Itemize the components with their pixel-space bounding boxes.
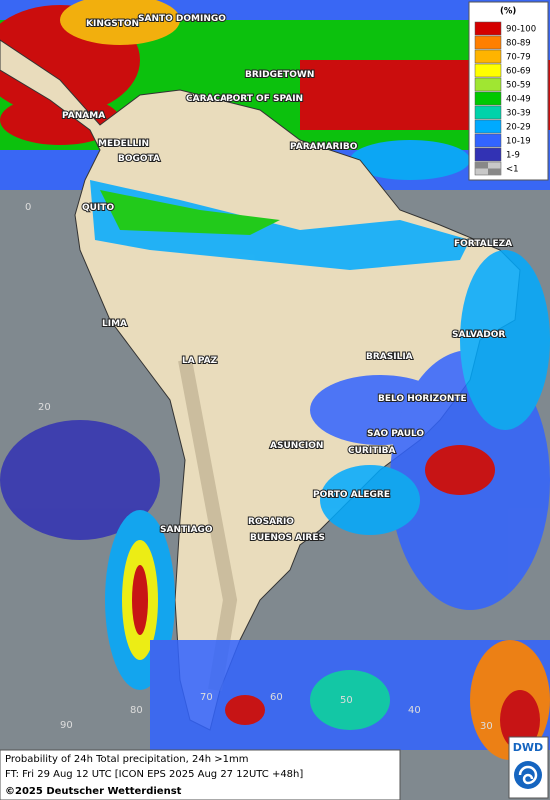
city-label: SANTO DOMINGO: [138, 14, 226, 24]
footer-line: FT: Fri 29 Aug 12 UTC [ICON EPS 2025 Aug…: [5, 769, 303, 780]
legend-label: 90-100: [506, 25, 536, 35]
city-label: BRASILIA: [366, 352, 413, 362]
city-label: SAO PAULO: [367, 429, 424, 439]
grid-label: 50: [340, 695, 353, 706]
city-label: BELO HORIZONTE: [378, 394, 467, 404]
city-label: ROSARIO: [248, 517, 294, 527]
legend: (%) 90-100 80-89 70-79 60-69 50-59 40-49 30-39…: [468, 1, 549, 181]
precip-south: [0, 180, 550, 760]
city-label: BUENOS AIRES: [250, 533, 325, 543]
legend-swatch: [474, 91, 502, 106]
grid-label: 70: [200, 692, 213, 703]
legend-label: 30-39: [506, 109, 531, 119]
andes: [178, 358, 238, 692]
legend-swatch: [474, 133, 502, 148]
legend-label: 20-29: [506, 123, 531, 133]
city-label: LIMA: [102, 319, 127, 329]
city-label: PORTO ALEGRE: [313, 490, 390, 500]
legend-label: 80-89: [506, 39, 531, 49]
city-label: ASUNCION: [270, 441, 323, 451]
legend-label: <1: [506, 165, 519, 175]
city-label: BOGOTA: [118, 154, 160, 164]
legend-swatch-check: [488, 168, 501, 175]
legend-label: 50-59: [506, 81, 531, 91]
legend-swatch: [474, 35, 502, 50]
grid-label: 20: [38, 402, 51, 413]
city-label: CARACAS: [186, 94, 234, 104]
grid-label: 30: [480, 721, 493, 732]
city-label: SALVADOR: [452, 330, 505, 340]
legend-swatch: [474, 119, 502, 134]
legend-swatch: [474, 105, 502, 120]
legend-swatch: [474, 21, 502, 36]
city-label: KINGSTON: [86, 19, 139, 29]
logo-text: DWD: [513, 741, 543, 754]
legend-swatch-check: [475, 162, 488, 169]
legend-label: 10-19: [506, 137, 531, 147]
city-label: PORT OF SPAIN: [226, 94, 303, 104]
copyright: ©2025 Deutscher Wetterdienst: [5, 786, 182, 797]
legend-swatch: [474, 77, 502, 92]
city-label: QUITO: [82, 203, 114, 213]
legend-swatch: [474, 147, 502, 162]
legend-swatch: [474, 63, 502, 78]
footer-line: Probability of 24h Total precipitation, …: [5, 754, 248, 765]
legend-label: 60-69: [506, 67, 531, 77]
grid-label: 0: [25, 202, 31, 213]
city-label: LA PAZ: [182, 356, 218, 366]
city-label: PANAMA: [62, 111, 105, 121]
logo-swirl: [518, 765, 538, 785]
legend-label: 70-79: [506, 53, 531, 63]
city-label: CURITIBA: [348, 446, 396, 456]
city-label: PARAMARIBO: [290, 142, 358, 152]
footer-box: [0, 749, 401, 800]
city-label: BRIDGETOWN: [245, 70, 314, 80]
grid-label: 60: [270, 692, 283, 703]
grid-label: 90: [60, 720, 73, 731]
city-label: MEDELLIN: [98, 139, 149, 149]
grid-label: 40: [408, 705, 421, 716]
legend-label: 1-9: [506, 151, 520, 161]
legend-swatch: [474, 49, 502, 64]
city-label: SANTIAGO: [160, 525, 213, 535]
grid-label: 80: [130, 705, 143, 716]
legend-title: (%): [500, 7, 516, 17]
legend-label: 40-49: [506, 95, 531, 105]
city-label: FORTALEZA: [454, 239, 512, 249]
